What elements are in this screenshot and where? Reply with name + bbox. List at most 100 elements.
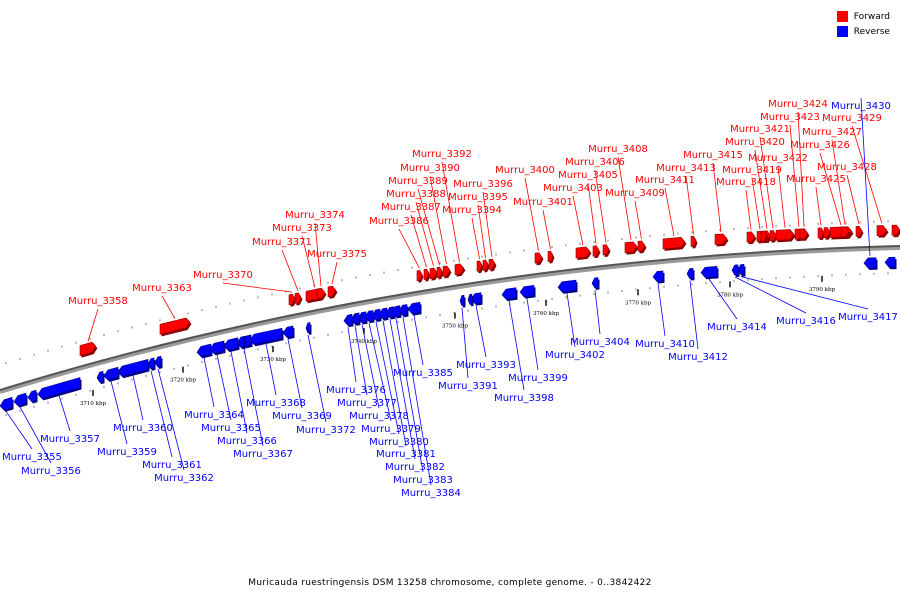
forward-gene-murru-3409 bbox=[637, 240, 646, 252]
legend-forward-label: Forward bbox=[853, 11, 890, 22]
forward-gene-murru-3374-label: Murru_3374 bbox=[285, 210, 345, 221]
forward-gene-murru-3421-label: Murru_3421 bbox=[730, 124, 790, 135]
reverse-gene-murru-3384-label: Murru_3384 bbox=[401, 488, 461, 499]
legend-reverse: Reverse bbox=[836, 24, 890, 39]
forward-gene-murru-3406 bbox=[602, 244, 610, 256]
reverse-gene-murru-3361-label: Murru_3361 bbox=[142, 460, 202, 471]
reverse-gene-murru-3376-label: Murru_3376 bbox=[326, 385, 386, 396]
forward-gene-murru-3388-leader bbox=[415, 201, 434, 267]
legend-reverse-label: Reverse bbox=[853, 26, 890, 37]
forward-gene-murru-3406-leader bbox=[594, 169, 607, 243]
reverse-gene-murru-3412-label: Murru_3412 bbox=[668, 352, 728, 363]
forward-gene-murru-3370-label: Murru_3370 bbox=[193, 270, 253, 281]
forward-gene-murru-3429-label: Murru_3429 bbox=[822, 113, 882, 124]
reverse-gene-murru-3356 bbox=[13, 392, 27, 406]
reverse-gene-murru-3365-label: Murru_3365 bbox=[201, 423, 261, 434]
forward-gene-murru-3429 bbox=[876, 225, 888, 236]
forward-gene-murru-3374 bbox=[316, 287, 326, 300]
reverse-gene-murru-3402-label: Murru_3402 bbox=[545, 350, 605, 361]
reverse-gene-murru-3357-label: Murru_3357 bbox=[40, 434, 100, 445]
reverse-gene-murru-3382 bbox=[385, 306, 395, 318]
reverse-gene-murru-3369 bbox=[282, 325, 294, 338]
forward-gene-murru-3389-leader bbox=[417, 188, 440, 266]
reverse-gene-murru-3417-label: Murru_3417 bbox=[838, 312, 898, 323]
forward-gene-murru-3411-leader bbox=[664, 187, 675, 236]
reverse-gene-murru-3412 bbox=[686, 267, 694, 279]
forward-gene-murru-3411 bbox=[662, 236, 686, 250]
forward-gene-murru-3375 bbox=[327, 285, 337, 298]
forward-gene-murru-3394 bbox=[476, 260, 483, 272]
forward-gene-murru-3405 bbox=[592, 245, 600, 257]
forward-gene-murru-3424-label: Murru_3424 bbox=[768, 99, 828, 110]
reverse-gene-murru-3385-leader bbox=[413, 315, 424, 366]
reverse-gene-murru-3367-label: Murru_3367 bbox=[233, 449, 293, 460]
reverse-gene-murru-3412-leader bbox=[689, 280, 699, 350]
reverse-gene-murru-3385-label: Murru_3385 bbox=[393, 368, 453, 379]
forward-gene-murru-3387 bbox=[423, 268, 430, 280]
forward-gene-murru-3408 bbox=[624, 241, 638, 253]
forward-gene-murru-3373-leader bbox=[301, 235, 316, 288]
reverse-gene-murru-3362-label: Murru_3362 bbox=[154, 473, 214, 484]
reverse-gene-murru-3359-leader bbox=[110, 381, 128, 445]
forward-gene-murru-3371 bbox=[294, 292, 302, 304]
forward-gene-murru-3375-leader bbox=[331, 261, 338, 285]
forward-gene-murru-3374-leader bbox=[314, 222, 322, 287]
reverse-gene-murru-3364 bbox=[196, 343, 212, 357]
reverse-gene-murru-3364-label: Murru_3364 bbox=[184, 410, 244, 421]
forward-gene bbox=[823, 227, 831, 239]
forward-gene-murru-3423-leader bbox=[789, 124, 800, 228]
reverse-gene-murru-3376 bbox=[343, 313, 353, 326]
forward-gene-murru-3429-leader bbox=[851, 125, 883, 224]
forward-gene-murru-3400 bbox=[534, 252, 543, 264]
reverse-gene-murru-3416 bbox=[731, 264, 739, 276]
reverse-gene-murru-3410-label: Murru_3410 bbox=[635, 339, 695, 350]
reverse-gene-murru-3381-label: Murru_3381 bbox=[376, 449, 436, 460]
reverse-gene-murru-3360-label: Murru_3360 bbox=[113, 423, 173, 434]
reverse-gene bbox=[96, 370, 104, 383]
forward-gene-murru-3422-label: Murru_3422 bbox=[748, 153, 808, 164]
reverse-gene-murru-3416-label: Murru_3416 bbox=[776, 316, 836, 327]
reverse-gene-murru-3357 bbox=[37, 377, 81, 399]
scale-tick-label: 3720 kbp bbox=[170, 378, 197, 384]
scale-tick-label: 3780 kbp bbox=[717, 292, 744, 298]
reverse-gene-murru-3398 bbox=[501, 287, 517, 300]
forward-gene-murru-3422 bbox=[775, 229, 795, 241]
forward-gene-murru-3425-label: Murru_3425 bbox=[786, 174, 846, 185]
forward-gene-murru-3396-leader bbox=[482, 191, 493, 258]
scale-tick-label: 3710 kbp bbox=[80, 401, 107, 407]
reverse-gene-murru-3355 bbox=[0, 396, 13, 411]
reverse-gene-murru-3359 bbox=[103, 366, 119, 381]
forward-gene-murru-3418 bbox=[746, 231, 756, 243]
scale-tick-label: 3770 kbp bbox=[625, 300, 652, 306]
reverse-gene-murru-3366-leader bbox=[230, 351, 248, 434]
reverse-gene-murru-3380-leader bbox=[375, 321, 400, 435]
reverse-gene-murru-3376-leader bbox=[347, 326, 357, 383]
forward-gene-murru-3388-label: Murru_3388 bbox=[386, 189, 446, 200]
forward-gene-murru-3363-leader bbox=[161, 295, 176, 319]
backbone-shadow bbox=[0, 246, 900, 394]
forward-gene-murru-3421 bbox=[769, 230, 777, 241]
reverse-gene-murru-3369-label: Murru_3369 bbox=[272, 411, 332, 422]
reverse-gene-murru-3393-label: Murru_3393 bbox=[456, 360, 516, 371]
reverse-gene-murru-3367-leader bbox=[243, 348, 264, 447]
forward-gene-murru-3358 bbox=[79, 341, 97, 356]
forward-gene-murru-3358-leader bbox=[87, 308, 99, 342]
reverse-gene-murru-3383-leader bbox=[395, 318, 424, 473]
forward-swatch bbox=[836, 11, 848, 22]
reverse-gene-murru-3430-label: Murru_3430 bbox=[831, 101, 891, 112]
reverse-gene-murru-3377-label: Murru_3377 bbox=[337, 398, 397, 409]
reverse-gene-murru-3365-leader bbox=[216, 354, 232, 421]
reverse-gene-murru-3404-label: Murru_3404 bbox=[570, 337, 630, 348]
reverse-gene-murru-3362-leader bbox=[157, 368, 185, 471]
forward-gene-murru-3363 bbox=[159, 317, 191, 335]
reverse-gene-murru-3382-leader bbox=[389, 319, 416, 460]
reverse-gene-murru-3417-leader bbox=[740, 276, 869, 310]
forward-gene-murru-3371-label: Murru_3371 bbox=[252, 237, 312, 248]
forward-gene-murru-3403 bbox=[575, 246, 591, 259]
forward-gene-murru-3358-label: Murru_3358 bbox=[68, 296, 128, 307]
backbone bbox=[0, 245, 900, 391]
reverse-gene-murru-3430-leader bbox=[860, 97, 871, 256]
reverse-gene-murru-3372-label: Murru_3372 bbox=[296, 425, 356, 436]
